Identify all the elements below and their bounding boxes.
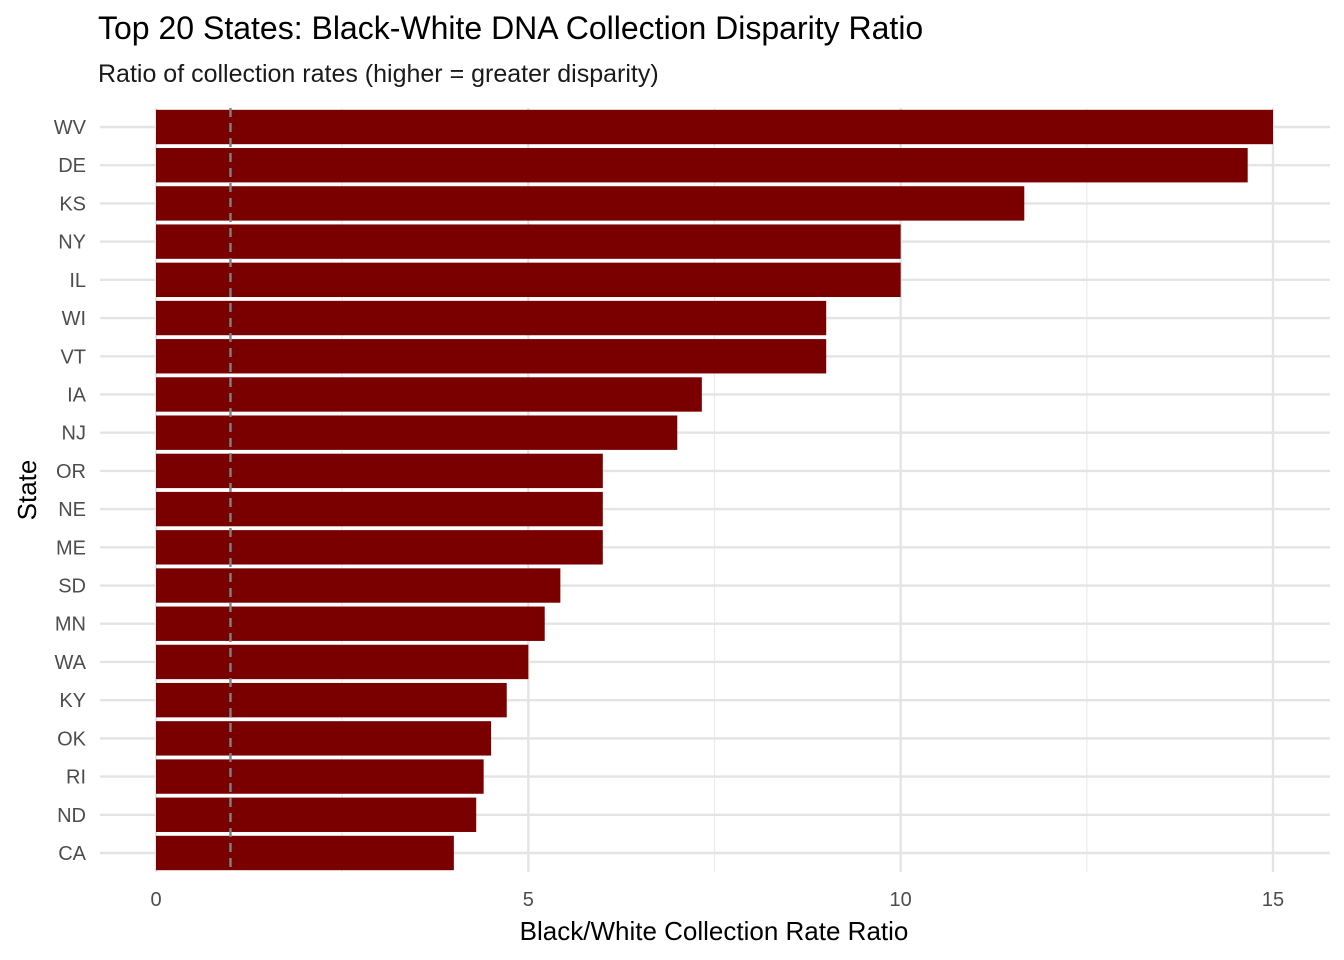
chart-subtitle: Ratio of collection rates (higher = grea… xyxy=(98,60,659,88)
y-axis-title: State xyxy=(12,460,42,521)
y-tick-label: DE xyxy=(58,155,86,177)
y-tick-label: SD xyxy=(58,576,86,598)
bar-nd xyxy=(156,797,477,832)
bar-ri xyxy=(156,759,484,794)
y-tick-label: OR xyxy=(56,461,86,483)
y-tick-label: WA xyxy=(55,652,87,674)
bar-ky xyxy=(156,682,507,718)
bar-mn xyxy=(156,606,545,641)
x-axis-title: Black/White Collection Rate Ratio xyxy=(520,916,909,946)
bar-ks xyxy=(156,186,1025,221)
x-tick-labels: 0 5 10 15 xyxy=(150,889,1284,911)
y-tick-label: VT xyxy=(60,346,86,368)
y-tick-label: MN xyxy=(55,614,86,636)
bar-ne xyxy=(156,491,603,527)
bar-ca xyxy=(156,835,454,871)
bar-wv xyxy=(156,109,1273,145)
bar-wi xyxy=(156,300,827,336)
y-tick-label: NY xyxy=(58,232,86,254)
bar-sd xyxy=(156,568,561,603)
bar-me xyxy=(156,530,603,565)
y-tick-label: KY xyxy=(59,690,86,712)
y-tick-label: RI xyxy=(66,767,86,789)
y-tick-labels: WV DE KS NY IL WI VT IA NJ OR NE ME SD MN WA KY OK RI ND CA xyxy=(54,117,87,865)
bar-ny xyxy=(156,224,901,259)
bar-ok xyxy=(156,721,492,756)
x-tick-label: 0 xyxy=(150,889,161,911)
y-tick-label: CA xyxy=(58,843,86,865)
y-tick-label: KS xyxy=(59,193,86,215)
chart-title: Top 20 States: Black-White DNA Collectio… xyxy=(98,10,924,46)
y-tick-label: OK xyxy=(57,728,87,750)
x-tick-label: 15 xyxy=(1262,889,1284,911)
gridlines xyxy=(100,108,1330,872)
y-tick-label: WV xyxy=(54,117,87,139)
bar-ia xyxy=(156,377,702,412)
y-tick-label: WI xyxy=(62,308,86,330)
y-tick-label: NE xyxy=(58,499,86,521)
bar-il xyxy=(156,262,901,298)
x-tick-label: 10 xyxy=(890,889,912,911)
bar-wa xyxy=(156,644,529,680)
bar-nj xyxy=(156,415,678,450)
bar-vt xyxy=(156,339,827,374)
y-tick-label: ME xyxy=(56,537,86,559)
bar-de xyxy=(156,148,1248,183)
y-tick-label: IL xyxy=(69,270,86,292)
x-tick-label: 5 xyxy=(523,889,534,911)
y-tick-label: IA xyxy=(67,384,87,406)
bar-or xyxy=(156,453,603,489)
y-tick-label: ND xyxy=(57,805,86,827)
y-tick-label: NJ xyxy=(62,423,86,445)
